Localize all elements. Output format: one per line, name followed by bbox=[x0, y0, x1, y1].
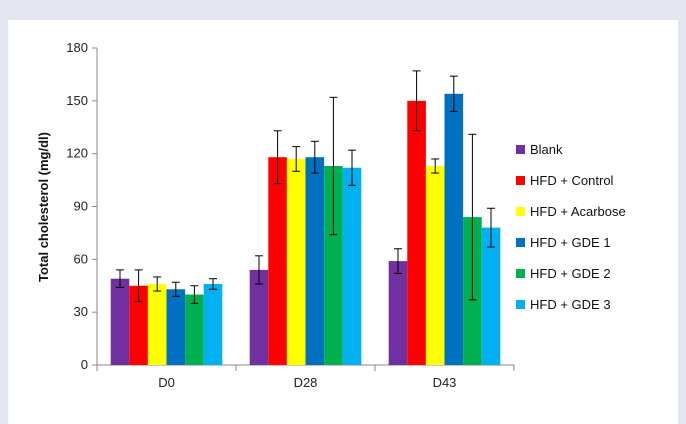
legend-label: HFD + GDE 1 bbox=[530, 235, 611, 250]
legend-swatch bbox=[516, 269, 525, 278]
bar bbox=[305, 157, 325, 365]
bar bbox=[388, 261, 408, 365]
legend-swatch bbox=[516, 238, 525, 247]
bar bbox=[286, 158, 306, 365]
x-tick-label: D43 bbox=[433, 375, 457, 390]
y-tick-label: 150 bbox=[66, 93, 88, 108]
legend-label: HFD + Control bbox=[530, 173, 614, 188]
legend-swatch bbox=[516, 207, 525, 216]
bar bbox=[407, 100, 426, 365]
y-tick-label: 0 bbox=[81, 357, 88, 372]
bars bbox=[110, 93, 501, 366]
legend-swatch bbox=[516, 176, 525, 185]
bar bbox=[129, 285, 148, 365]
x-tick-label: D28 bbox=[294, 375, 318, 390]
y-ticks: 0 30 60 90 120 150 180 bbox=[66, 40, 97, 372]
bar bbox=[481, 227, 501, 365]
bar bbox=[110, 278, 130, 365]
y-tick-label: 90 bbox=[74, 199, 88, 214]
legend-label: Blank bbox=[530, 142, 563, 157]
legend-label: HFD + Acarbose bbox=[530, 204, 626, 219]
y-tick-label: 30 bbox=[74, 304, 88, 319]
bar bbox=[203, 283, 223, 365]
x-ticks: D0 D28 D43 bbox=[96, 365, 515, 390]
legend-label: HFD + GDE 3 bbox=[530, 297, 611, 312]
bar bbox=[147, 283, 167, 365]
bar bbox=[425, 165, 445, 365]
bar bbox=[268, 157, 287, 365]
bar bbox=[444, 93, 464, 366]
y-tick-label: 120 bbox=[66, 146, 88, 161]
bar bbox=[324, 165, 343, 365]
bar bbox=[166, 289, 186, 365]
bar bbox=[249, 269, 269, 365]
legend-swatch bbox=[516, 300, 525, 309]
legend-label: HFD + GDE 2 bbox=[530, 266, 611, 281]
legend-swatch bbox=[516, 145, 525, 154]
y-tick-label: 180 bbox=[66, 40, 88, 55]
x-tick-label: D0 bbox=[158, 375, 175, 390]
bar bbox=[185, 294, 204, 365]
y-axis-label: Total cholesterol (mg/dl) bbox=[36, 132, 51, 282]
error-bars bbox=[116, 70, 495, 304]
y-tick-label: 60 bbox=[74, 251, 88, 266]
bar bbox=[342, 167, 362, 365]
legend: Blank HFD + Control HFD + Acarbose HFD + GD… bbox=[516, 142, 626, 312]
